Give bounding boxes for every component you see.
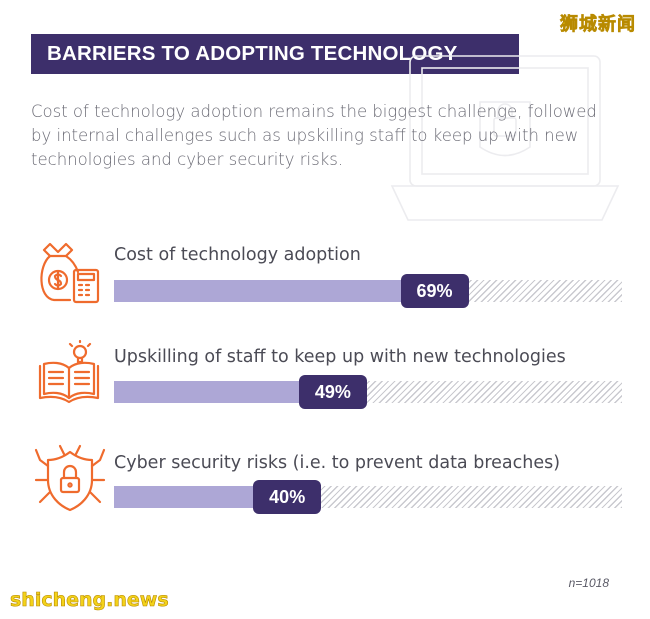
data-label: 49% <box>298 375 367 409</box>
data-label: 69% <box>400 274 469 308</box>
data-label: 40% <box>253 480 322 514</box>
watermark-top: 狮城新闻 <box>560 14 636 36</box>
laptop-outline-icon <box>390 55 620 221</box>
bar-track: 69% <box>114 274 622 308</box>
category-label: Cost of technology adoption <box>114 245 361 265</box>
chart-title: BARRIERS TO ADOPTING TECHNOLOGY <box>47 42 458 65</box>
open-book-lightbulb-icon <box>38 340 100 404</box>
shield-lock-bug-icon <box>34 444 106 512</box>
sample-size-note: n=1018 <box>568 576 609 590</box>
money-bag-calculator-icon <box>40 242 100 304</box>
category-label: Cyber security risks (i.e. to prevent da… <box>114 453 561 473</box>
bar-track: 40% <box>114 480 622 514</box>
bar-track: 49% <box>114 375 622 409</box>
bar <box>114 280 465 302</box>
title-banner: BARRIERS TO ADOPTING TECHNOLOGY <box>31 34 519 74</box>
watermark-bottom: shicheng.news <box>10 589 169 612</box>
category-label: Upskilling of staff to keep up with new … <box>114 347 566 367</box>
subtitle: Cost of technology adoption remains the … <box>31 102 597 169</box>
